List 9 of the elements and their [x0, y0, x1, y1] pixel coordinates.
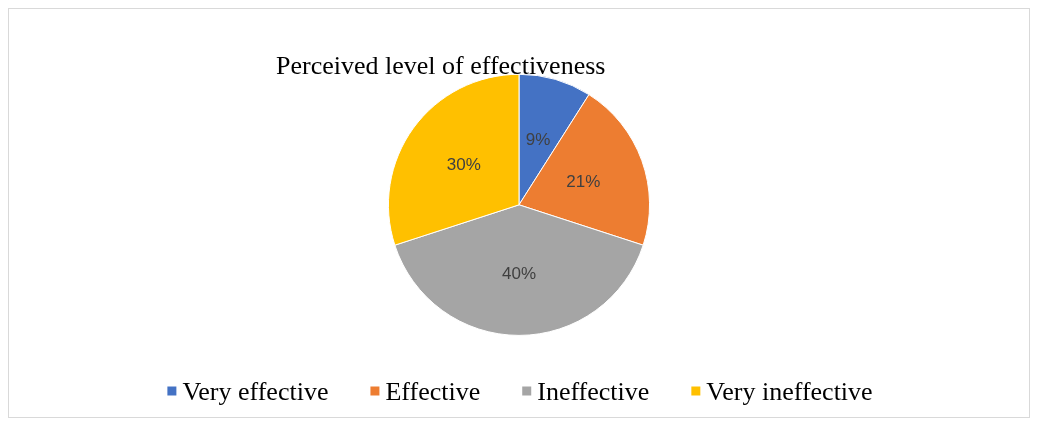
legend-label: Ineffective: [537, 376, 650, 406]
legend-label: Very effective: [182, 376, 329, 406]
data-label: 30%: [446, 155, 481, 175]
data-label: 9%: [525, 129, 551, 149]
data-label: 21%: [566, 172, 601, 192]
data-label: 40%: [501, 263, 537, 283]
legend-label: Very ineffective: [706, 376, 873, 406]
chart-title: Perceived level of effectiveness: [276, 50, 606, 80]
legend-label: Effective: [385, 376, 481, 406]
